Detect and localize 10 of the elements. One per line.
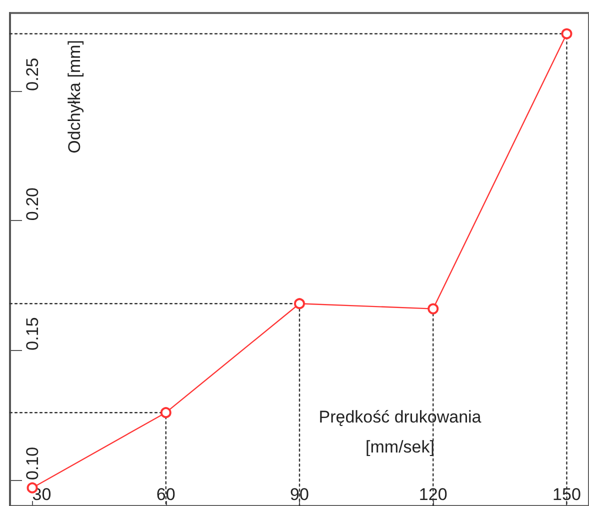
y-axis-title: Odchyłka [mm] — [65, 40, 84, 154]
x-tick-label: 60 — [156, 485, 176, 504]
x-tick-label: 120 — [418, 485, 448, 504]
y-tick-label: 0.20 — [23, 187, 42, 221]
y-tick-label: 0.15 — [23, 317, 42, 350]
x-tick-label: 150 — [552, 485, 581, 504]
y-tick-label: 0.25 — [23, 58, 42, 91]
x-tick-label: 90 — [290, 485, 309, 504]
x-axis-title: Prędkość drukowania [mm/sek] — [318, 408, 482, 456]
y-tick-label: 0.10 — [23, 446, 42, 480]
